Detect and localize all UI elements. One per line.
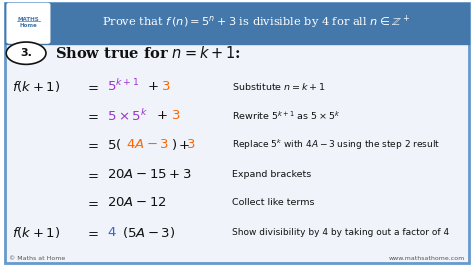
FancyBboxPatch shape	[7, 3, 50, 43]
Text: $+$: $+$	[156, 109, 168, 122]
Text: Replace $5^k$ with $4A - 3$ using the step 2 result: Replace $5^k$ with $4A - 3$ using the st…	[232, 138, 440, 152]
Text: $=$: $=$	[85, 80, 100, 93]
Text: $+$: $+$	[147, 80, 159, 93]
Text: $f(k+1)$: $f(k+1)$	[12, 79, 60, 94]
Text: Expand brackets: Expand brackets	[232, 170, 311, 179]
Text: Show divisibility by 4 by taking out a factor of 4: Show divisibility by 4 by taking out a f…	[232, 228, 449, 237]
Text: $(5A - 3)$: $(5A - 3)$	[122, 225, 175, 240]
Circle shape	[6, 42, 46, 64]
Text: $3$: $3$	[186, 139, 196, 151]
Text: Collect like terms: Collect like terms	[232, 198, 315, 207]
Bar	[5, 3, 469, 44]
Text: $5 \times 5^k$: $5 \times 5^k$	[107, 108, 147, 124]
Text: MATHS
Home: MATHS Home	[18, 17, 39, 28]
Text: $4$: $4$	[107, 226, 116, 239]
Text: $20A - 12$: $20A - 12$	[107, 196, 166, 209]
Text: Show true for $n = k + 1$:: Show true for $n = k + 1$:	[55, 45, 240, 61]
Text: $4A-3$: $4A-3$	[126, 139, 169, 151]
Text: $3$: $3$	[161, 80, 171, 93]
Text: Substitute $n = k + 1$: Substitute $n = k + 1$	[232, 81, 326, 92]
Text: $5($: $5($	[107, 138, 121, 152]
Text: $5^{k+1}$: $5^{k+1}$	[107, 78, 139, 94]
Text: $=$: $=$	[85, 109, 100, 122]
Text: $=$: $=$	[85, 196, 100, 209]
Text: $=$: $=$	[85, 226, 100, 239]
Text: $=$: $=$	[85, 139, 100, 151]
Text: Prove that $f\,(n) = 5^n + 3$ is divisible by 4 for all $n \in \mathbb{Z}^+$: Prove that $f\,(n) = 5^n + 3$ is divisib…	[102, 14, 410, 31]
Text: Rewrite $5^{k+1}$ as $5 \times 5^k$: Rewrite $5^{k+1}$ as $5 \times 5^k$	[232, 109, 341, 122]
Text: www.mathsathome.com: www.mathsathome.com	[388, 256, 465, 261]
Text: $f(k+1)$: $f(k+1)$	[12, 225, 60, 240]
Text: © Maths at Home: © Maths at Home	[9, 256, 66, 261]
Text: $)+$: $)+$	[171, 138, 190, 152]
Text: $=$: $=$	[85, 168, 100, 181]
Text: $3$: $3$	[171, 109, 180, 122]
FancyBboxPatch shape	[5, 3, 469, 263]
Text: 3.: 3.	[20, 48, 32, 58]
Text: $20A - 15 + 3$: $20A - 15 + 3$	[107, 168, 191, 181]
